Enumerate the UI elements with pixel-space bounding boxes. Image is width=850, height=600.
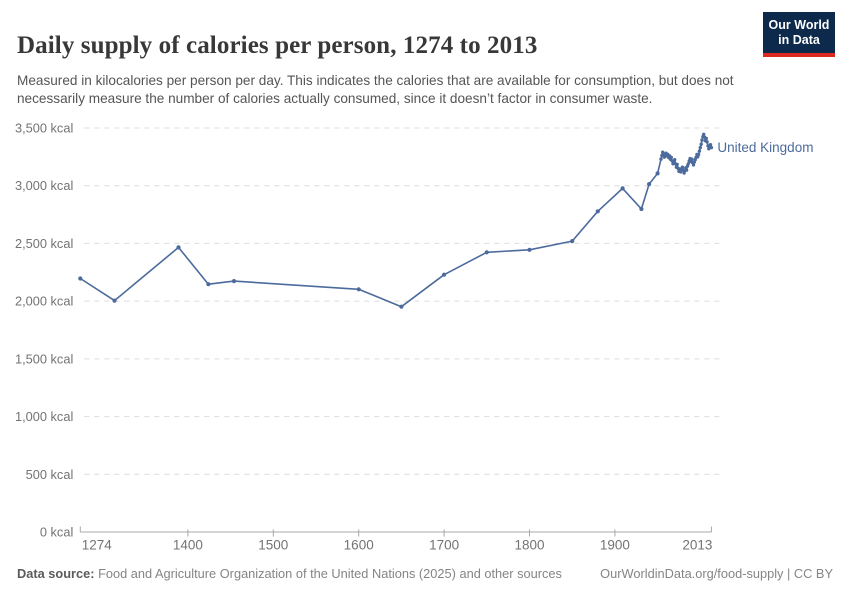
data-point-marker[interactable] — [697, 149, 702, 153]
data-point-marker[interactable] — [708, 143, 713, 147]
y-axis-tick-label: 2,000 kcal — [15, 294, 73, 309]
data-point-marker[interactable] — [659, 157, 663, 161]
owid-logo-red-bar — [763, 53, 835, 57]
x-axis-tick-label: 2013 — [682, 538, 712, 553]
data-point-marker[interactable] — [709, 145, 714, 150]
x-axis-tick-label: 1600 — [344, 538, 374, 553]
data-point-marker[interactable] — [700, 138, 704, 142]
data-point-marker[interactable] — [684, 168, 689, 172]
data-point-marker[interactable] — [570, 239, 575, 244]
line-series-united-kingdom[interactable]: United Kingdom — [78, 132, 813, 309]
x-axis-tick-label: 1400 — [173, 538, 203, 553]
x-axis-tick-label: 1500 — [258, 538, 288, 553]
data-point-marker[interactable] — [527, 247, 532, 252]
data-point-marker[interactable] — [206, 282, 211, 287]
owid-logo[interactable]: Our World in Data — [763, 12, 835, 57]
x-axis-tick-label: 1800 — [514, 538, 544, 553]
data-point-marker[interactable] — [231, 279, 237, 284]
data-point-marker[interactable] — [690, 157, 694, 161]
data-point-marker[interactable] — [78, 276, 83, 281]
data-point-marker[interactable] — [691, 163, 696, 167]
y-axis-tick-label: 0 kcal — [40, 525, 73, 540]
data-point-marker[interactable] — [680, 165, 685, 169]
chart-subtitle: Measured in kilocalories per person per … — [17, 72, 734, 107]
series-line[interactable] — [79, 133, 713, 308]
data-point-marker[interactable] — [704, 136, 708, 141]
owid-logo-line2: in Data — [778, 33, 820, 47]
x-axis-tick-label: 1900 — [600, 538, 630, 553]
data-point-marker[interactable] — [675, 162, 679, 167]
y-axis-tick-label: 3,500 kcal — [15, 121, 73, 136]
data-point-marker[interactable] — [639, 206, 644, 212]
data-source-note: Data source: Food and Agriculture Organi… — [17, 566, 562, 581]
data-point-marker[interactable] — [655, 171, 660, 176]
data-point-marker[interactable] — [112, 298, 117, 303]
data-point-marker[interactable] — [399, 304, 404, 309]
data-point-marker[interactable] — [595, 209, 600, 214]
y-axis-tick-label: 2,500 kcal — [15, 236, 73, 251]
data-point-marker[interactable] — [484, 250, 489, 255]
data-point-marker[interactable] — [705, 140, 709, 144]
data-point-marker[interactable] — [669, 155, 673, 160]
data-point-marker[interactable] — [673, 158, 677, 162]
y-axis-tick-label: 500 kcal — [26, 467, 74, 482]
owid-url-license-link[interactable]: OurWorldinData.org/food-supply | CC BY — [600, 566, 833, 581]
data-point-marker[interactable] — [702, 132, 706, 136]
data-point-marker[interactable] — [696, 152, 701, 157]
data-point-marker[interactable] — [442, 272, 447, 277]
y-axis-tick-label: 1,500 kcal — [15, 351, 73, 366]
data-point-marker[interactable] — [356, 287, 361, 292]
entity-label[interactable]: United Kingdom — [717, 140, 813, 155]
x-axis-tick-label: 1274 — [82, 538, 113, 553]
y-axis-tick-label: 1,000 kcal — [15, 409, 73, 424]
x-axis-tick-label: 1700 — [429, 538, 459, 553]
data-point-marker[interactable] — [176, 245, 181, 250]
data-point-marker[interactable] — [699, 142, 703, 146]
y-axis-tick-label: 3,000 kcal — [15, 178, 73, 193]
data-source-label: Data source: — [17, 566, 95, 581]
data-point-marker[interactable] — [647, 182, 652, 187]
data-point-marker[interactable] — [620, 186, 625, 191]
page-title: Daily supply of calories per person, 127… — [17, 31, 538, 59]
data-source-text: Food and Agriculture Organization of the… — [94, 566, 562, 581]
data-point-marker[interactable] — [686, 162, 690, 166]
calorie-line-chart: 0 kcal 500 kcal 1,000 kcal 1,500 kcal 2,000 … — [15, 121, 814, 553]
data-point-marker[interactable] — [698, 145, 702, 150]
owid-logo-line1: Our World — [768, 18, 830, 32]
chart-footer: Data source: Food and Agriculture Organi… — [17, 566, 833, 581]
